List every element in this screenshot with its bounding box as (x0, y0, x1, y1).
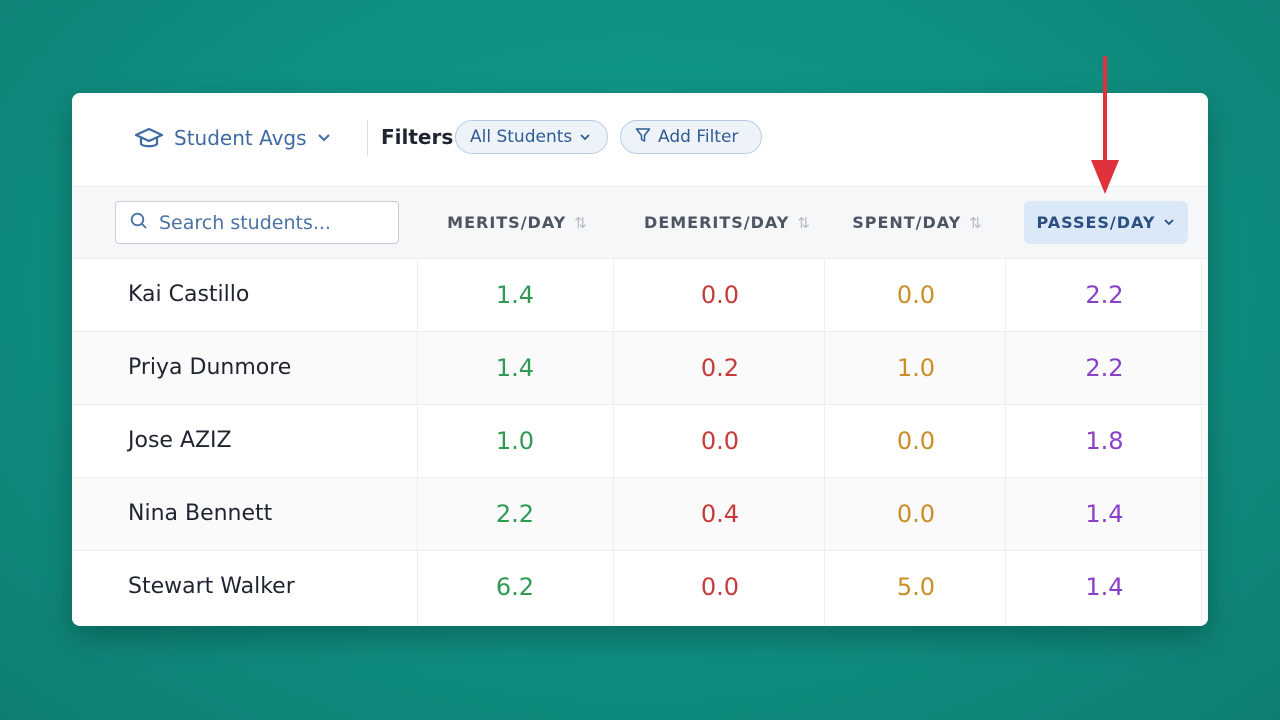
table-row[interactable]: Nina Bennett 2.2 0.4 0.0 1.4 (72, 477, 1208, 550)
add-filter-button[interactable]: Add Filter (620, 120, 762, 154)
student-name[interactable]: Nina Bennett (128, 501, 273, 526)
search-icon (130, 212, 148, 234)
merits-value: 1.4 (495, 281, 535, 309)
passes-value: 1.8 (1085, 427, 1124, 455)
demerits-value: 0.0 (700, 427, 740, 455)
students-filter-label: All Students (470, 127, 573, 147)
column-header-demerits[interactable]: DEMERITS/DAY ⇅ (627, 201, 827, 244)
student-name[interactable]: Jose AZIZ (128, 428, 232, 453)
search-field[interactable] (115, 201, 399, 244)
column-divider (1201, 258, 1202, 626)
report-label: Student Avgs (174, 126, 307, 150)
column-header-passes[interactable]: PASSES/DAY (1024, 201, 1188, 244)
passes-value: 2.2 (1085, 354, 1124, 382)
spent-value: 1.0 (896, 354, 936, 382)
arrow-down-icon (1091, 56, 1119, 194)
column-divider (417, 258, 418, 626)
spent-value: 0.0 (896, 427, 936, 455)
column-label: PASSES/DAY (1036, 213, 1156, 232)
column-header-merits[interactable]: MERITS/DAY ⇅ (417, 201, 617, 244)
table-body: Kai Castillo 1.4 0.0 0.0 2.2 Priya Dunmo… (72, 258, 1208, 623)
column-divider (613, 258, 614, 626)
table-row[interactable]: Priya Dunmore 1.4 0.2 1.0 2.2 (72, 331, 1208, 404)
column-divider (824, 258, 825, 626)
search-input[interactable] (157, 210, 381, 235)
table-row[interactable]: Stewart Walker 6.2 0.0 5.0 1.4 (72, 550, 1208, 623)
spent-value: 5.0 (896, 573, 936, 601)
student-name[interactable]: Priya Dunmore (128, 355, 292, 380)
merits-value: 6.2 (495, 573, 535, 601)
chevron-down-icon (317, 133, 331, 143)
column-label: SPENT/DAY (852, 213, 962, 232)
merits-value: 1.4 (495, 354, 535, 382)
demerits-value: 0.0 (700, 281, 740, 309)
sort-icon: ⇅ (797, 213, 810, 232)
spent-value: 0.0 (896, 281, 936, 309)
passes-value: 1.4 (1085, 500, 1124, 528)
graduation-cap-icon (134, 127, 164, 149)
passes-value: 2.2 (1085, 281, 1124, 309)
column-divider (1005, 258, 1006, 626)
sort-icon: ⇅ (969, 213, 982, 232)
chevron-down-icon (579, 127, 591, 147)
column-label: MERITS/DAY (447, 213, 567, 232)
chevron-down-icon (1163, 215, 1175, 231)
student-name[interactable]: Stewart Walker (128, 574, 295, 599)
filters-label: Filters (381, 125, 454, 149)
student-averages-panel: Student Avgs Filters All Students Add Fi… (72, 93, 1208, 626)
table-row[interactable]: Jose AZIZ 1.0 0.0 0.0 1.8 (72, 404, 1208, 477)
demerits-value: 0.2 (700, 354, 740, 382)
column-header-spent[interactable]: SPENT/DAY ⇅ (832, 201, 1002, 244)
filter-icon (635, 127, 651, 148)
toolbar-divider (367, 120, 368, 156)
table-row[interactable]: Kai Castillo 1.4 0.0 0.0 2.2 (72, 258, 1208, 331)
merits-value: 2.2 (495, 500, 535, 528)
column-label: DEMERITS/DAY (644, 213, 790, 232)
student-name[interactable]: Kai Castillo (128, 282, 250, 307)
spent-value: 0.0 (896, 500, 936, 528)
report-selector[interactable]: Student Avgs (134, 123, 331, 153)
passes-value: 1.4 (1085, 573, 1124, 601)
merits-value: 1.0 (495, 427, 535, 455)
toolbar: Student Avgs Filters All Students Add Fi… (72, 93, 1208, 186)
sort-icon: ⇅ (574, 213, 587, 232)
demerits-value: 0.0 (700, 573, 740, 601)
add-filter-label: Add Filter (658, 127, 739, 147)
demerits-value: 0.4 (700, 500, 740, 528)
students-filter-button[interactable]: All Students (455, 120, 608, 154)
